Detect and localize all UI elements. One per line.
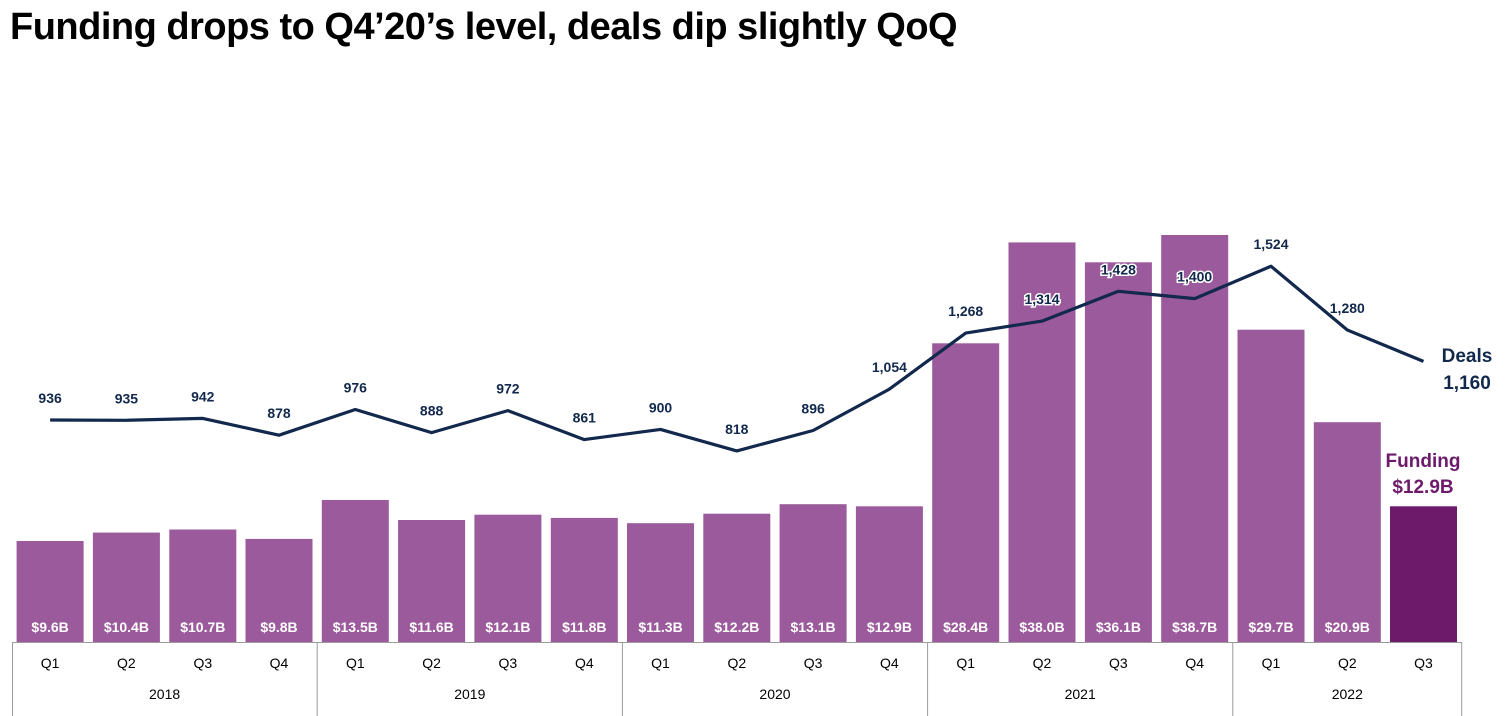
quarter-tick-label: Q4 <box>270 655 289 671</box>
funding-bar-label: $12.9B <box>867 619 912 635</box>
funding-bar <box>932 343 1000 642</box>
quarter-tick-label: Q4 <box>880 655 899 671</box>
deal-count-label: 896 <box>801 401 825 417</box>
funding-bar <box>1313 422 1381 642</box>
quarter-tick-label: Q3 <box>1414 655 1433 671</box>
funding-bar-label: $36.1B <box>1096 619 1141 635</box>
year-label: 2022 <box>1332 686 1363 702</box>
funding-bar-label: $13.5B <box>333 619 378 635</box>
funding-bar-label: $11.6B <box>409 619 453 635</box>
deal-count-label: 935 <box>115 390 139 406</box>
quarter-tick-label: Q1 <box>346 655 365 671</box>
quarter-tick-label: Q3 <box>1109 655 1128 671</box>
deal-count-label: 900 <box>649 399 673 415</box>
quarter-tick-label: Q1 <box>956 655 975 671</box>
funding-last-value: $12.9B <box>1392 477 1453 498</box>
deal-count-label: 1,400 <box>1177 269 1212 285</box>
funding-bar <box>245 538 313 642</box>
deal-count-label: 878 <box>267 405 291 421</box>
funding-bar <box>1008 242 1076 642</box>
deals-line-layer: 936 935 942 878 976 888 972 861 900 818 896 1,054 1,… <box>38 236 1425 453</box>
deal-count-label: 1,054 <box>872 359 907 375</box>
deal-count-label: 942 <box>191 388 215 404</box>
funding-bar-label: $20.9B <box>1325 619 1370 635</box>
funding-bar-label: $29.7B <box>1248 619 1293 635</box>
year-label: 2019 <box>454 686 485 702</box>
funding-bar-label: $38.7B <box>1172 619 1217 635</box>
deal-count-label: 888 <box>420 403 444 419</box>
funding-bar <box>703 513 771 642</box>
quarter-tick-label: Q1 <box>651 655 670 671</box>
year-label: 2020 <box>759 686 790 702</box>
funding-bar <box>474 514 542 642</box>
deals-series-name: Deals <box>1442 346 1493 367</box>
quarter-tick-label: Q3 <box>193 655 212 671</box>
funding-bar <box>1237 329 1305 642</box>
funding-series-name: Funding <box>1386 451 1461 472</box>
funding-bar <box>398 520 466 642</box>
funding-bar-label: $28.4B <box>943 619 988 635</box>
funding-bar <box>550 517 618 642</box>
funding-bar-label: $11.8B <box>562 619 606 635</box>
funding-bar <box>627 523 694 642</box>
deal-count-label: 972 <box>496 381 520 397</box>
quarter-tick-label: Q1 <box>41 655 60 671</box>
page-title: Funding drops to Q4’20’s level, deals di… <box>10 6 958 48</box>
funding-bar-label: $10.4B <box>104 619 149 635</box>
funding-bar <box>321 500 389 642</box>
funding-bar <box>16 541 84 642</box>
funding-bar-label: $12.2B <box>714 619 759 635</box>
deals-last-value: 1,160 <box>1443 373 1491 394</box>
funding-bar <box>1390 506 1457 642</box>
deal-count-label: 976 <box>344 380 368 396</box>
year-label: 2021 <box>1065 686 1096 702</box>
funding-bar-label: $11.3B <box>638 619 682 635</box>
quarter-tick-label: Q4 <box>1185 655 1204 671</box>
funding-bar <box>92 532 160 642</box>
deal-count-label: 1,428 <box>1101 261 1136 277</box>
funding-bar-label: $10.7B <box>180 619 225 635</box>
quarter-tick-label: Q2 <box>1033 655 1052 671</box>
funding-bar <box>779 504 847 642</box>
deal-count-label: 1,268 <box>948 303 983 319</box>
deal-count-label: 1,280 <box>1330 300 1365 316</box>
funding-bar-label: $38.0B <box>1019 619 1064 635</box>
quarter-tick-label: Q4 <box>575 655 594 671</box>
deal-count-label: 861 <box>573 410 597 426</box>
deals-line <box>50 264 1425 453</box>
quarter-tick-label: Q2 <box>117 655 136 671</box>
funding-bar-label: $9.6B <box>31 619 68 635</box>
funding-bars: $9.6B $10.4B $10.7B $9.8B $13.5B $11.6B $12.1B… <box>16 235 1457 642</box>
funding-bar <box>169 529 237 642</box>
funding-bar-label: $12.1B <box>485 619 530 635</box>
deal-count-label: 1,524 <box>1253 236 1288 252</box>
deal-count-label: 1,314 <box>1024 291 1059 307</box>
funding-bar <box>1161 235 1229 642</box>
quarter-tick-label: Q3 <box>804 655 823 671</box>
year-label: 2018 <box>149 686 180 702</box>
quarter-tick-label: Q2 <box>727 655 746 671</box>
deal-count-label: 936 <box>38 390 62 406</box>
funding-bar <box>1084 262 1152 642</box>
funding-bar-label: $9.8B <box>260 619 297 635</box>
quarter-tick-label: Q3 <box>499 655 518 671</box>
quarter-tick-label: Q2 <box>422 655 441 671</box>
series-end-labels: Deals 1,160 Funding $12.9B <box>1386 346 1493 498</box>
deal-count-label: 818 <box>725 421 749 437</box>
quarter-tick-label: Q1 <box>1262 655 1281 671</box>
funding-bar <box>855 506 923 642</box>
x-axis: Q1 Q2 Q3 Q4 Q1 Q2 Q3 Q4 Q1 Q2 Q3 Q4 Q1 Q2 Q3 Q4 Q1 Q2 Q3 20… <box>12 642 1463 716</box>
quarter-tick-label: Q2 <box>1338 655 1357 671</box>
funding-bar-label: $13.1B <box>791 619 836 635</box>
